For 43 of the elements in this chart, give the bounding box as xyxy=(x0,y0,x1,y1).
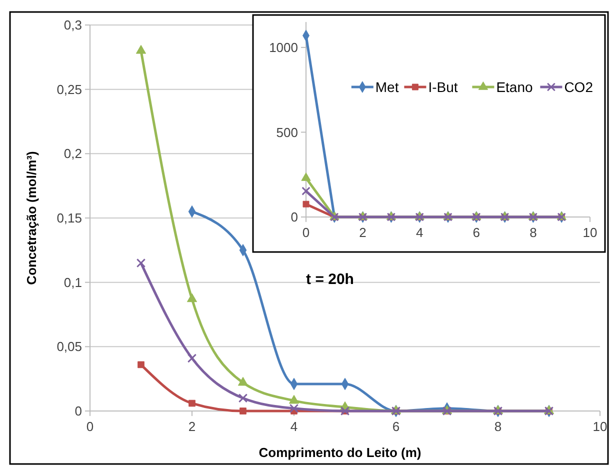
y-tick-label: 0,2 xyxy=(64,146,82,162)
y-tick-label: 0,05 xyxy=(56,339,82,354)
y-tick-label: 1000 xyxy=(269,40,298,55)
y-tick-label: 0,3 xyxy=(64,18,82,33)
point xyxy=(136,44,146,54)
x-axis-title: Comprimento do Leito (m) xyxy=(258,445,422,460)
x-tick-label: 4 xyxy=(416,225,424,240)
x-tick-label: 0 xyxy=(302,225,310,240)
point xyxy=(188,400,196,407)
point xyxy=(187,354,197,363)
point xyxy=(238,376,248,386)
x-tick-label: 8 xyxy=(494,419,502,434)
point xyxy=(138,361,144,368)
y-axis-title: Concetração (mol/m³) xyxy=(24,151,39,285)
legend-label: CO2 xyxy=(564,78,594,95)
x-tick-label: 10 xyxy=(592,419,608,434)
point xyxy=(136,258,146,268)
x-tick-label: 10 xyxy=(582,225,598,240)
x-tick-label: 6 xyxy=(392,419,400,434)
y-tick-label: 0,15 xyxy=(56,210,82,226)
point xyxy=(240,408,246,414)
y-tick-label: 0 xyxy=(74,404,82,419)
y-tick-label: 0 xyxy=(290,210,298,225)
annotation: t = 20h xyxy=(306,271,354,288)
legend-label: Etano xyxy=(496,78,533,95)
y-tick-label: 500 xyxy=(276,124,298,140)
point xyxy=(301,172,311,181)
legend-label: Met xyxy=(375,78,399,95)
point xyxy=(186,293,198,302)
y-tick-label: 0,1 xyxy=(64,274,82,290)
point xyxy=(302,186,310,196)
x-tick-label: 6 xyxy=(472,225,480,240)
x-tick-label: 2 xyxy=(188,419,196,434)
legend-label: I-But xyxy=(428,78,458,95)
x-tick-label: 2 xyxy=(359,225,366,240)
y-tick-label: 0,25 xyxy=(56,82,82,97)
x-tick-label: 4 xyxy=(290,419,298,434)
point xyxy=(288,394,300,404)
x-tick-label: 8 xyxy=(530,225,537,240)
point xyxy=(289,404,299,414)
point xyxy=(302,200,310,208)
point xyxy=(238,394,248,403)
x-tick-label: 0 xyxy=(86,419,94,434)
